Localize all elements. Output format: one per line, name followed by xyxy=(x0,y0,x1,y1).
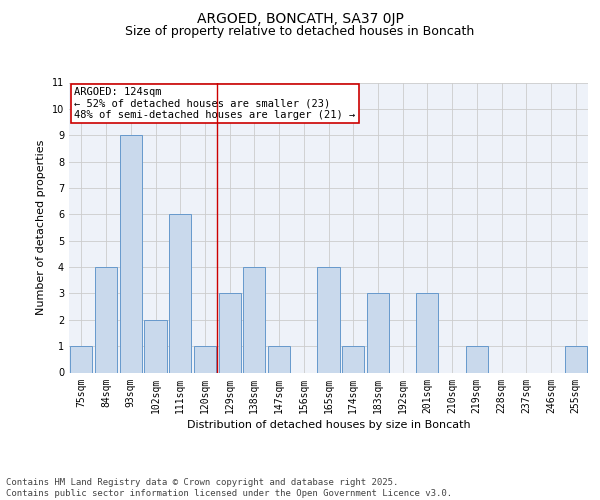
Y-axis label: Number of detached properties: Number of detached properties xyxy=(37,140,46,315)
Bar xyxy=(317,267,340,372)
Bar xyxy=(342,346,364,372)
Bar xyxy=(466,346,488,372)
Bar xyxy=(416,294,439,372)
Bar xyxy=(243,267,265,372)
Text: ARGOED: 124sqm
← 52% of detached houses are smaller (23)
48% of semi-detached ho: ARGOED: 124sqm ← 52% of detached houses … xyxy=(74,87,355,120)
Bar xyxy=(70,346,92,372)
Text: ARGOED, BONCATH, SA37 0JP: ARGOED, BONCATH, SA37 0JP xyxy=(197,12,403,26)
Bar xyxy=(268,346,290,372)
Bar xyxy=(119,135,142,372)
Bar xyxy=(218,294,241,372)
Bar xyxy=(367,294,389,372)
Bar xyxy=(169,214,191,372)
X-axis label: Distribution of detached houses by size in Boncath: Distribution of detached houses by size … xyxy=(187,420,470,430)
Bar xyxy=(565,346,587,372)
Bar xyxy=(95,267,117,372)
Text: Size of property relative to detached houses in Boncath: Size of property relative to detached ho… xyxy=(125,25,475,38)
Text: Contains HM Land Registry data © Crown copyright and database right 2025.
Contai: Contains HM Land Registry data © Crown c… xyxy=(6,478,452,498)
Bar xyxy=(145,320,167,372)
Bar xyxy=(194,346,216,372)
